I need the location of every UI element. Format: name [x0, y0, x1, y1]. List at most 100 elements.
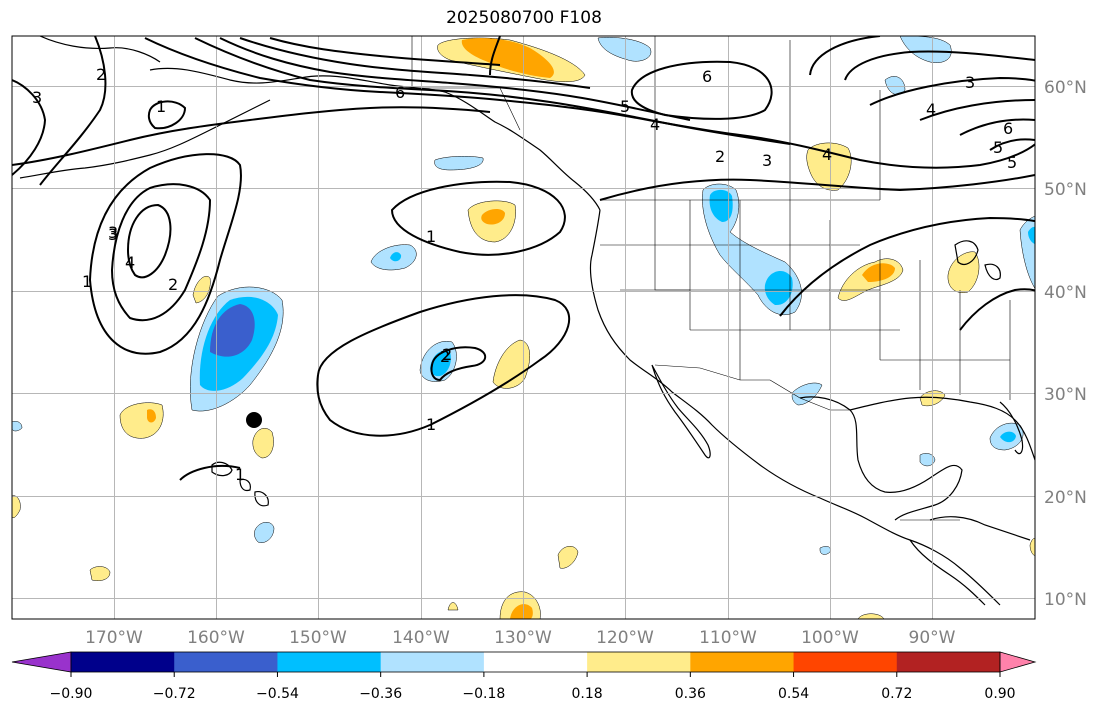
colorbar-label: −0.72	[153, 686, 196, 702]
aleutian-islands	[19, 99, 271, 179]
contour-label: 3	[762, 151, 772, 170]
contour-label: 6	[395, 83, 405, 102]
positive-anomaly-region	[557, 546, 579, 569]
contour-line	[430, 346, 487, 382]
contour-label: 1	[156, 97, 166, 116]
contour-line	[316, 294, 571, 437]
contour-label: 3	[108, 225, 118, 244]
contour-line	[147, 100, 187, 130]
contour-line	[959, 288, 1035, 331]
contour-label: 6	[702, 67, 712, 86]
contour-line	[809, 36, 881, 76]
colorbar-label: 0.36	[675, 686, 706, 702]
contour-label: 3	[32, 88, 42, 107]
contour-label: 2	[440, 347, 450, 366]
colorbar-label: 0.90	[984, 686, 1015, 702]
positive-anomaly-region	[252, 428, 274, 459]
contour-line	[39, 36, 107, 186]
negative-anomaly-region	[12, 421, 23, 432]
contour-line	[194, 37, 791, 145]
contour-label: 1	[235, 465, 245, 484]
contour-label: 6	[1003, 119, 1013, 138]
lon-label: 170°W	[85, 628, 143, 648]
political-borders	[411, 36, 1011, 521]
negative-anomaly-region	[210, 304, 255, 357]
lon-label: 140°W	[392, 628, 450, 648]
contour-line	[88, 153, 242, 355]
florida-coast	[999, 401, 1024, 455]
colorbar-segment	[174, 652, 278, 672]
central-america	[909, 539, 986, 606]
contour-line	[599, 174, 1035, 201]
lat-label: 20°N	[1044, 488, 1087, 508]
gulf-of-mexico-coast	[799, 396, 963, 521]
contour-label: 4	[125, 253, 135, 272]
west-coast	[589, 209, 1001, 606]
colorbar-label: −0.18	[462, 686, 505, 702]
positive-anomaly-region	[192, 276, 211, 304]
colorbar-label: 0.72	[881, 686, 912, 702]
colorbar-segment	[483, 652, 588, 672]
colorbar-segment	[380, 652, 485, 672]
colorbar: −0.90 −0.72 −0.54 −0.36 −0.18 0.18 0.36 0.54 0.7…	[11, 651, 1037, 702]
contour-line	[269, 37, 501, 66]
lat-label: 30°N	[1044, 385, 1087, 405]
negative-anomaly-region	[1019, 215, 1035, 289]
baja-california	[651, 364, 711, 459]
colorbar-label: 0.54	[778, 686, 809, 702]
colorbar-label: −0.90	[50, 686, 93, 702]
colorbar-label: −0.54	[256, 686, 299, 702]
contour-line	[844, 50, 1035, 81]
map-frame	[11, 35, 1036, 620]
positive-anomaly-region	[447, 602, 459, 611]
contour-label: 1	[426, 415, 436, 434]
lat-label: 10°N	[1044, 590, 1087, 610]
contour-label: 5	[1007, 153, 1017, 172]
hawaii-islands	[211, 461, 233, 477]
location-marker	[246, 412, 262, 428]
contour-label: 2	[442, 345, 452, 364]
lon-label: 150°W	[289, 628, 347, 648]
contour-label: 2	[96, 65, 106, 84]
negative-anomaly-region	[597, 37, 652, 62]
alaska-coast	[39, 36, 161, 63]
contour-line	[179, 464, 241, 481]
contour-label: 4	[650, 115, 660, 134]
contour-label: 1	[82, 272, 92, 291]
lat-label: 40°N	[1044, 283, 1087, 303]
contour-label: 5	[993, 138, 1003, 157]
contour-lines	[12, 36, 1035, 481]
negative-anomaly-region	[1028, 226, 1035, 245]
positive-anomaly-region	[119, 402, 164, 439]
contour-line	[869, 76, 1035, 106]
colorbar-segment	[587, 652, 691, 672]
coastlines	[19, 36, 1035, 606]
cuba	[929, 516, 1031, 541]
colorbar-segment	[793, 652, 898, 672]
colorbar-outline	[70, 651, 1001, 673]
contour-label: 2	[168, 275, 178, 294]
lat-label: 60°N	[1044, 78, 1087, 98]
colorbar-segment	[690, 652, 795, 672]
contour-label: 3	[965, 73, 975, 92]
negative-anomaly-region	[390, 252, 402, 262]
contour-line	[144, 37, 1035, 169]
lon-label: 100°W	[801, 628, 859, 648]
positive-anomaly-region	[461, 38, 554, 78]
lon-label: 120°W	[596, 628, 654, 648]
lat-label: 50°N	[1044, 180, 1087, 200]
positive-anomaly-region	[12, 495, 21, 518]
contour-line	[239, 37, 591, 89]
colorbar-label: 0.18	[572, 686, 603, 702]
contour-line	[126, 203, 172, 279]
contour-line	[110, 183, 212, 322]
negative-anomaly-region	[254, 522, 275, 543]
contour-labels: 2 3 1 6 5 4 6 5 4 3 2 3 4 5 6 3 3 4 2 1 …	[32, 65, 1017, 484]
colorbar-label: −0.36	[359, 686, 402, 702]
gridlines	[12, 36, 1035, 619]
contour-line	[989, 138, 1035, 151]
positive-anomaly-region	[481, 209, 505, 225]
colorbar-segment	[277, 652, 382, 672]
colorbar-segment	[71, 652, 175, 672]
positive-anomaly-region	[857, 613, 885, 619]
